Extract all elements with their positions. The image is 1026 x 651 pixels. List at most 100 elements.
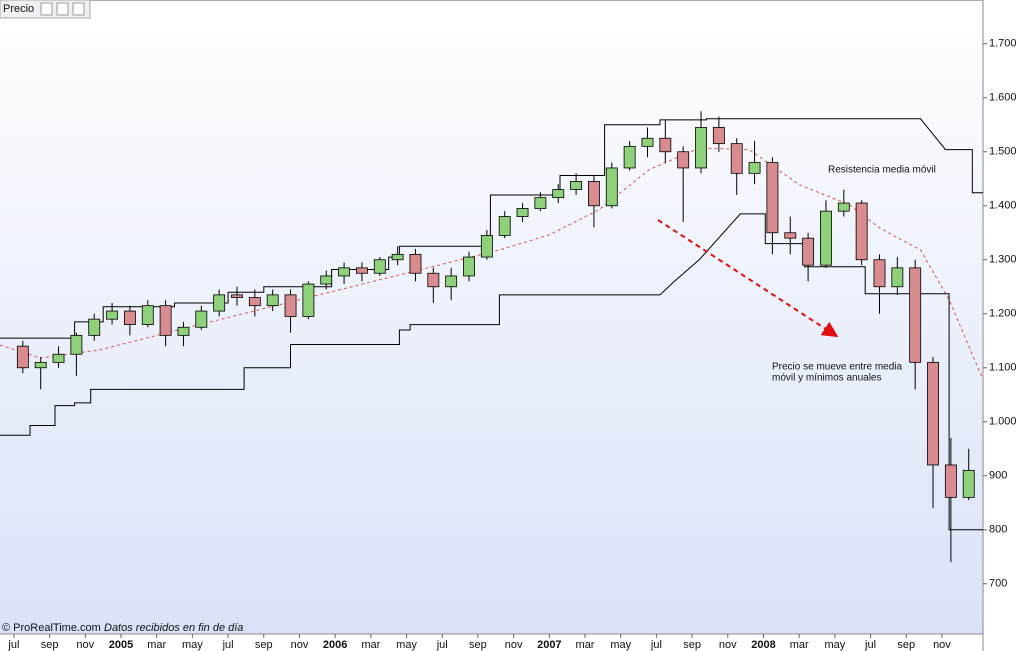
y-tick-label: 1.700 (989, 38, 1017, 50)
y-tick-label: 1.100 (989, 362, 1017, 374)
y-tick-label: 700 (989, 578, 1007, 590)
candle-body (409, 253, 422, 274)
x-tick-label: nov (291, 639, 309, 651)
candle-body (944, 464, 957, 498)
candle-body (284, 294, 297, 317)
x-tick-label: may (182, 639, 203, 651)
x-axis-area (0, 634, 983, 651)
x-tick-label: mar (790, 639, 809, 651)
candle-body (623, 145, 636, 169)
candle-body (820, 210, 832, 266)
candle-body (695, 127, 707, 169)
y-tick-label: 900 (989, 470, 1007, 482)
trend-arrow (657, 219, 839, 338)
chart-title: Precio (3, 3, 34, 15)
y-tick-label: 1.600 (989, 92, 1017, 104)
candle-body (534, 197, 547, 209)
x-tick-label: sep (469, 639, 487, 651)
y-tick-label: 1.300 (989, 254, 1017, 266)
settings-icon[interactable] (40, 2, 53, 16)
x-tick-label: may (824, 639, 845, 651)
annotation: Precio se mueve entre media (772, 362, 903, 373)
candle-body (712, 127, 725, 145)
x-tick-label: jul (7, 639, 19, 651)
candle-body (891, 267, 904, 288)
candle-body (962, 469, 975, 498)
header: Precio (0, 0, 91, 19)
candle-body (159, 305, 172, 336)
channel-line (0, 118, 983, 339)
y-tick-label: 1.400 (989, 200, 1017, 212)
candle-body (837, 202, 850, 212)
x-tick-label: sep (683, 639, 701, 651)
plot (0, 111, 984, 563)
candle-body (195, 310, 208, 328)
candle-body (463, 256, 475, 277)
candle-body (141, 305, 154, 325)
x-tick-label: sep (255, 639, 273, 651)
candle-body (802, 237, 815, 266)
x-tick-label: may (396, 639, 417, 651)
candle-body (873, 259, 886, 288)
candle-body (748, 162, 761, 174)
candle-body (427, 272, 440, 288)
candle-body (552, 189, 565, 199)
x-tick-label: may (610, 639, 631, 651)
candle-body (766, 162, 779, 234)
candle-body (320, 275, 333, 285)
zoom-in-icon[interactable] (56, 2, 69, 16)
x-tick-label: mar (147, 639, 166, 651)
x-tick-label: sep (41, 639, 59, 651)
candle-body (480, 235, 493, 258)
candle-body (106, 310, 119, 320)
source: © ProRealTime.com (2, 622, 101, 634)
candle-body (641, 137, 654, 147)
candle-body (677, 151, 690, 169)
candle-body (927, 361, 939, 466)
x-tick-label: nov (933, 639, 951, 651)
y-tick-label: 800 (989, 524, 1007, 536)
x-tick-label: sep (897, 639, 915, 651)
x-tick-label: 2005 (109, 639, 133, 651)
x-tick-label: nov (505, 639, 523, 651)
x-tick-label: nov (719, 639, 737, 651)
x-tick-label: 2006 (323, 639, 347, 651)
annotation: móvil y mínimos anuales (772, 373, 881, 384)
candle-body (909, 267, 922, 363)
candle-body (855, 202, 868, 261)
candle-body (355, 267, 368, 274)
candle-body (248, 297, 261, 307)
candle-body (302, 283, 315, 317)
candle-body (231, 294, 243, 298)
x-tick-label: jul (436, 639, 448, 651)
candle-body (213, 294, 226, 312)
candle-body (34, 361, 47, 369)
zoom-out-icon[interactable] (72, 2, 85, 16)
x-tick-label: jul (222, 639, 234, 651)
candle-body (373, 259, 386, 274)
candle-body (123, 310, 136, 325)
candle-body (338, 267, 351, 277)
note: Datos recibidos en fin de día (104, 622, 243, 634)
x-tick-label: nov (76, 639, 94, 651)
candle-body (730, 143, 743, 174)
candle-body (516, 208, 529, 217)
candle-body (88, 318, 101, 336)
candle-body (391, 253, 404, 261)
x-tick-label: mar (361, 639, 380, 651)
candle-body (498, 216, 511, 236)
x-tick-label: 2008 (751, 639, 775, 651)
candle-body (177, 326, 190, 336)
candle-body (784, 232, 797, 239)
y-axis-area (983, 0, 1026, 651)
candle-body (445, 275, 458, 288)
candle-body (16, 345, 29, 369)
annotation: Resistencia media móvil (828, 165, 936, 176)
candle-body (659, 137, 672, 153)
candle-body (570, 181, 583, 190)
x-tick-label: jul (650, 639, 662, 651)
candle-body (70, 334, 83, 355)
candle-body (52, 353, 65, 363)
x-tick-label: 2007 (537, 639, 561, 651)
x-tick-label: jul (864, 639, 876, 651)
